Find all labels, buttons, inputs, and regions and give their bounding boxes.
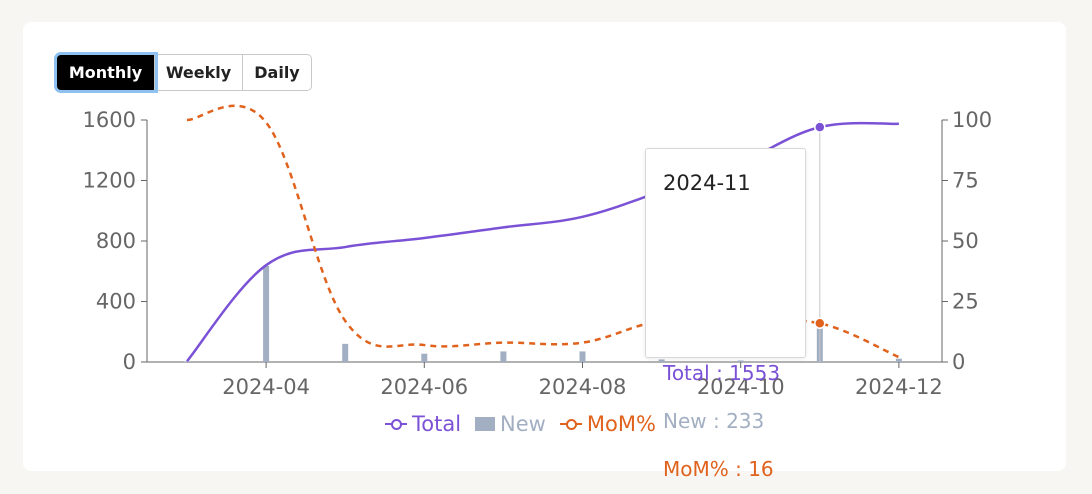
tooltip-total: Total : 1553	[663, 361, 781, 385]
weekly-button[interactable]: Weekly	[155, 55, 243, 90]
new-bar	[895, 358, 902, 362]
legend-mom[interactable]: MoM%	[559, 412, 656, 436]
legend-total-label: Total	[412, 412, 462, 436]
mom-highlight-point	[814, 317, 826, 330]
y-left-tick-label: 800	[96, 229, 136, 253]
tooltip-new: New : 233	[663, 409, 765, 433]
legend-new[interactable]: New	[475, 412, 546, 436]
x-tick-label: 2024-06	[380, 375, 468, 399]
y-right-tick-label: 100	[952, 108, 992, 132]
x-tick-label: 2024-10	[697, 375, 785, 399]
new-bar	[658, 359, 665, 362]
new-bar	[263, 265, 270, 362]
y-right-tick-label: 75	[952, 169, 979, 193]
x-tick-label: 2024-04	[222, 375, 310, 399]
granularity-toggle: Monthly Weekly Daily	[56, 54, 312, 91]
y-right-tick-label: 0	[952, 350, 965, 374]
new-bar	[737, 360, 744, 362]
y-right-tick-label: 25	[952, 290, 979, 314]
total-line	[186, 121, 899, 363]
y-right-tick-label: 50	[952, 229, 979, 253]
x-tick-label: 2024-08	[539, 375, 627, 399]
legend-line-icon	[559, 418, 582, 430]
x-tick-label: 2024-12	[855, 375, 943, 399]
legend-line-icon	[385, 418, 407, 430]
legend-new-label: New	[500, 412, 546, 436]
y-left-tick-label: 0	[123, 350, 136, 374]
legend-total[interactable]: Total	[385, 412, 461, 436]
legend-bar-icon	[475, 417, 496, 431]
tooltip-mom: MoM% : 16	[663, 457, 774, 481]
new-bar	[579, 351, 586, 362]
legend-mom-label: MoM%	[586, 412, 656, 436]
new-bar	[500, 351, 507, 362]
tooltip-title: 2024-11	[663, 171, 751, 195]
new-bar	[184, 361, 190, 362]
new-bar	[342, 343, 349, 362]
new-bar	[421, 353, 428, 362]
daily-button[interactable]: Daily	[254, 63, 300, 82]
y-left-tick-label: 1600	[83, 108, 136, 132]
chart-tooltip: 2024-11 Total : 1553 New : 233 MoM% : 16	[645, 148, 806, 481]
chart-card	[23, 22, 1066, 471]
total-highlight-point	[814, 121, 826, 133]
chart-legend: Total New MoM%	[385, 412, 656, 436]
monthly-button[interactable]: Monthly	[57, 55, 155, 90]
y-left-tick-label: 1200	[83, 169, 136, 193]
y-left-tick-label: 400	[96, 290, 136, 314]
